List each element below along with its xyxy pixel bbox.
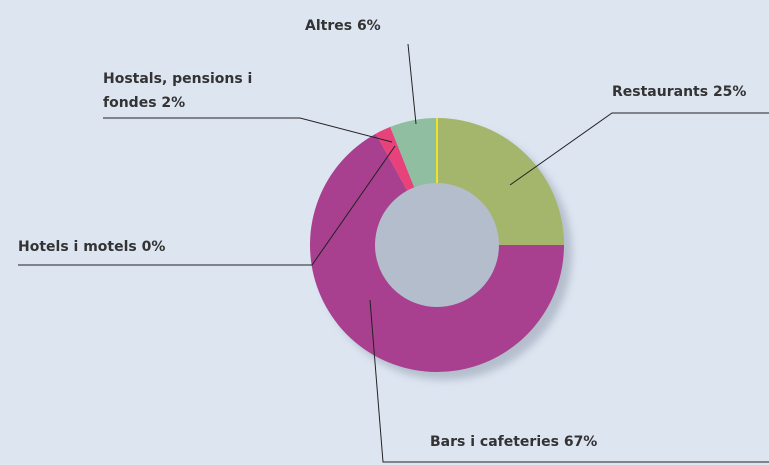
slice (375, 126, 415, 191)
leader-line (509, 112, 769, 186)
slice (309, 133, 564, 372)
label: Restaurants 25% (612, 84, 747, 100)
leader-line (103, 117, 393, 143)
label: Bars i cafeteries 67% (430, 434, 598, 450)
slice (390, 118, 437, 188)
leader-line (369, 299, 769, 463)
slice (437, 118, 564, 245)
leader-line (18, 145, 396, 266)
leader-line (407, 43, 417, 125)
slices (309, 118, 564, 372)
label: Altres 6% (305, 18, 381, 34)
label: Hostals, pensions i fondes 2% (103, 71, 253, 111)
label: Hotels i motels 0% (18, 239, 166, 255)
